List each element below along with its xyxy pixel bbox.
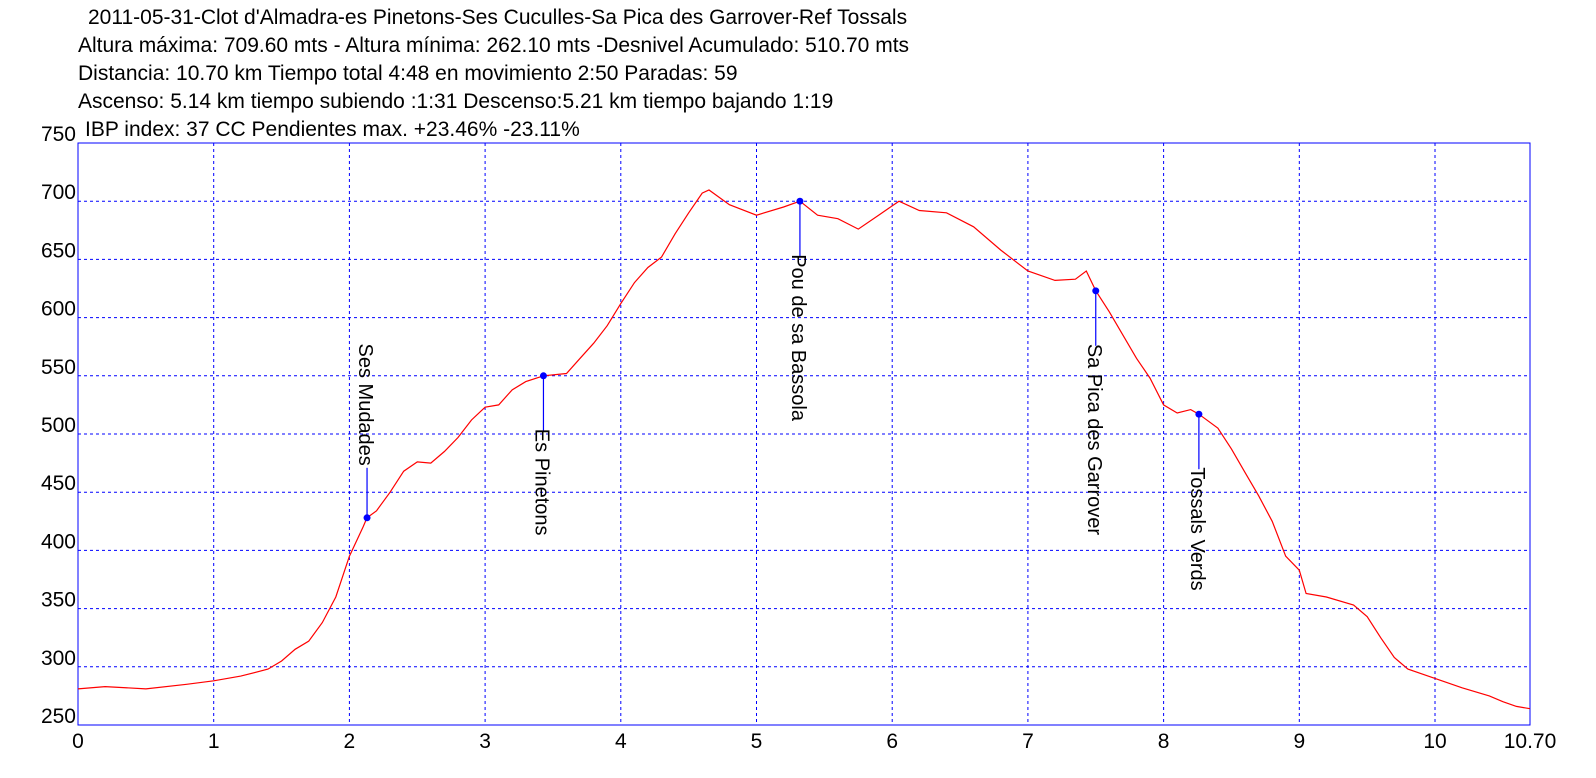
y-tick-label: 400	[41, 530, 76, 553]
stats-line: Altura máxima: 709.60 mts - Altura mínim…	[78, 34, 909, 57]
stats-line: Distancia: 10.70 km Tiempo total 4:48 en…	[78, 62, 738, 85]
x-tick-label: 8	[1158, 730, 1170, 753]
stats-line: Ascenso: 5.14 km tiempo subiendo :1:31 D…	[78, 90, 833, 113]
y-tick-label: 350	[41, 589, 76, 612]
y-tick-label: 550	[41, 356, 76, 379]
waypoint	[796, 197, 804, 205]
waypoint	[1195, 410, 1203, 418]
y-tick-label: 500	[41, 414, 76, 437]
waypoint-label: Tossals Verds	[1186, 467, 1208, 590]
x-tick-label: 2	[344, 730, 356, 753]
x-tick-label: 10.70	[1504, 730, 1557, 753]
y-tick-label: 250	[41, 705, 76, 728]
x-tick-label: 3	[479, 730, 491, 753]
y-tick-label: 650	[41, 239, 76, 262]
waypoint-label: Es Pinetons	[530, 429, 552, 536]
waypoint-label: Pou de sa Bassola	[787, 254, 809, 422]
waypoint	[1092, 287, 1100, 295]
y-tick-label: 750	[41, 123, 76, 146]
x-tick-label: 10	[1423, 730, 1446, 753]
waypoint-label: Sa Pica des Garrover	[1083, 344, 1105, 536]
x-tick-label: 6	[886, 730, 898, 753]
y-tick-label: 700	[41, 181, 76, 204]
y-tick-label: 450	[41, 472, 76, 495]
y-tick-label: 600	[41, 298, 76, 321]
x-tick-label: 1	[208, 730, 220, 753]
waypoint-label: Ses Mudades	[354, 344, 376, 466]
chart-title: 2011-05-31-Clot d'Almadra-es Pinetons-Se…	[88, 6, 907, 29]
waypoint	[363, 514, 371, 522]
x-tick-label: 4	[615, 730, 627, 753]
x-tick-label: 0	[72, 730, 84, 753]
x-tick-label: 5	[751, 730, 763, 753]
y-tick-label: 300	[41, 647, 76, 670]
waypoint	[539, 372, 547, 380]
stats-line: IBP index: 37 CC Pendientes max. +23.46%…	[85, 118, 580, 141]
x-tick-label: 9	[1293, 730, 1305, 753]
x-tick-label: 7	[1022, 730, 1034, 753]
plot-frame	[77, 142, 1531, 726]
